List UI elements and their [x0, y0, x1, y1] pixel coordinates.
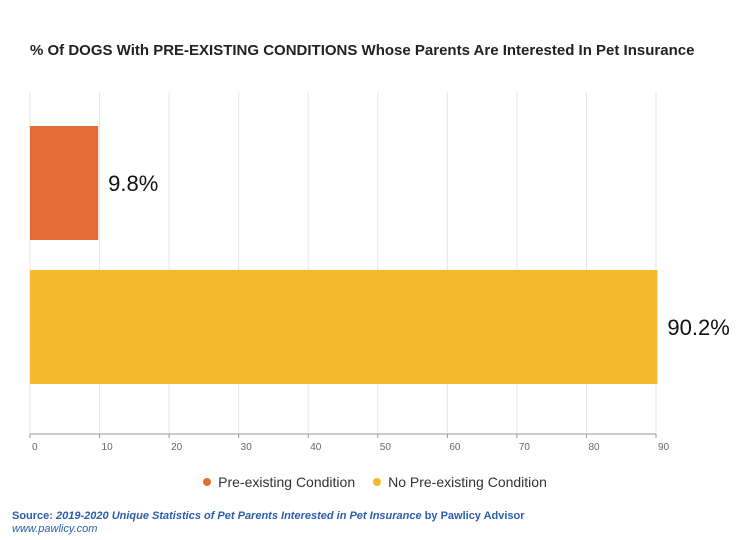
data-label-pre-existing: 9.8%	[108, 171, 158, 196]
x-tick-label-70: 70	[519, 442, 531, 453]
x-tick-label-20: 20	[171, 442, 183, 453]
source-prefix: Source:	[12, 510, 53, 522]
chart-legend: Pre-existing Condition No Pre-existing C…	[0, 474, 750, 490]
source-suffix: by Pawlicy Advisor	[424, 510, 525, 522]
legend-item-no-pre-existing: No Pre-existing Condition	[373, 474, 547, 490]
x-tick-label-60: 60	[449, 442, 461, 453]
x-tick-label-90: 90	[658, 442, 670, 453]
chart-title: % Of DOGS With PRE-EXISTING CONDITIONS W…	[30, 42, 695, 59]
legend-marker-pre-existing	[203, 478, 212, 486]
source-line: Source: 2019-2020 Unique Statistics of P…	[12, 510, 525, 523]
data-label-no-pre-existing: 90.2%	[667, 315, 729, 340]
x-tick-label-50: 50	[380, 442, 392, 453]
x-tick-label-80: 80	[588, 442, 600, 453]
source-title: 2019-2020 Unique Statistics of Pet Paren…	[56, 510, 422, 522]
source-url: www.pawlicy.com	[12, 523, 98, 535]
legend-marker-no-pre-existing	[373, 478, 382, 486]
x-tick-label-40: 40	[310, 442, 322, 453]
x-tick-label-10: 10	[102, 442, 114, 453]
bar-no-pre-existing	[30, 270, 658, 384]
legend-item-pre-existing: Pre-existing Condition	[203, 474, 355, 490]
x-tick-label-30: 30	[241, 442, 253, 453]
source-note: Source: 2019-2020 Unique Statistics of P…	[12, 510, 525, 536]
legend-label-no-pre-existing: No Pre-existing Condition	[388, 474, 547, 490]
legend-label-pre-existing: Pre-existing Condition	[218, 474, 356, 490]
x-tick-label-0: 0	[32, 442, 38, 453]
chart-plot: 9.8% 90.2% 0 10 20 30 40 50 60 70 80 90	[29, 92, 730, 453]
bar-pre-existing	[30, 126, 99, 240]
